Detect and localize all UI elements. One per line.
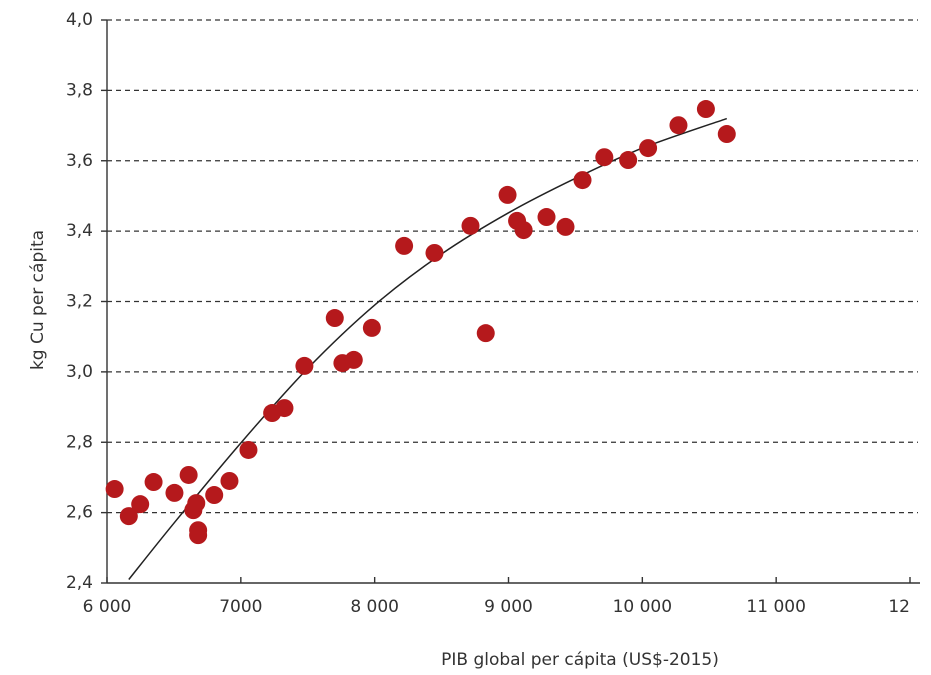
point — [119, 507, 138, 526]
x-axis-label: PIB global per cápita (US$-2015) — [441, 650, 719, 670]
point — [325, 309, 344, 328]
point — [275, 399, 294, 418]
point — [556, 217, 575, 236]
y-tick-label: 2,8 — [66, 432, 93, 452]
point — [669, 116, 688, 135]
point — [344, 350, 363, 369]
point — [239, 440, 258, 459]
point — [461, 216, 480, 235]
point — [717, 125, 736, 144]
x-tick-label: 10 000 — [613, 597, 672, 617]
point — [595, 148, 614, 167]
point — [696, 100, 715, 119]
x-tick-label: 9 000 — [484, 597, 533, 617]
point — [573, 171, 592, 190]
point — [165, 483, 184, 502]
point — [131, 495, 150, 514]
point — [498, 185, 517, 204]
y-tick-label: 3,8 — [66, 80, 93, 100]
y-tick-label: 3,6 — [66, 151, 93, 171]
y-tick-label: 2,4 — [66, 573, 93, 593]
y-tick-label: 2,6 — [66, 503, 93, 523]
point — [362, 318, 381, 337]
x-tick-label: 8 000 — [350, 597, 399, 617]
y-tick-label: 3,0 — [66, 362, 93, 382]
point — [425, 243, 444, 262]
y-tick-label: 4,0 — [66, 10, 93, 30]
point — [205, 486, 224, 505]
point — [639, 139, 658, 158]
point — [187, 494, 206, 513]
point — [537, 208, 556, 227]
point — [144, 473, 163, 492]
point — [189, 526, 208, 545]
point — [220, 471, 239, 490]
x-tick-label: 7000 — [219, 597, 262, 617]
y-axis-label: kg Cu per cápita — [28, 230, 48, 370]
y-tick-label: 3,2 — [66, 292, 93, 312]
trend-line — [128, 117, 728, 580]
point — [514, 221, 533, 240]
x-tick-label: 11 000 — [746, 597, 805, 617]
point — [295, 356, 314, 375]
x-tick-label: 12 — [888, 597, 910, 617]
point — [105, 480, 124, 499]
x-tick-label: 6 000 — [83, 597, 132, 617]
point — [395, 236, 414, 255]
point — [619, 151, 638, 170]
point — [476, 324, 495, 343]
y-tick-label: 3,4 — [66, 221, 93, 241]
point — [179, 465, 198, 484]
